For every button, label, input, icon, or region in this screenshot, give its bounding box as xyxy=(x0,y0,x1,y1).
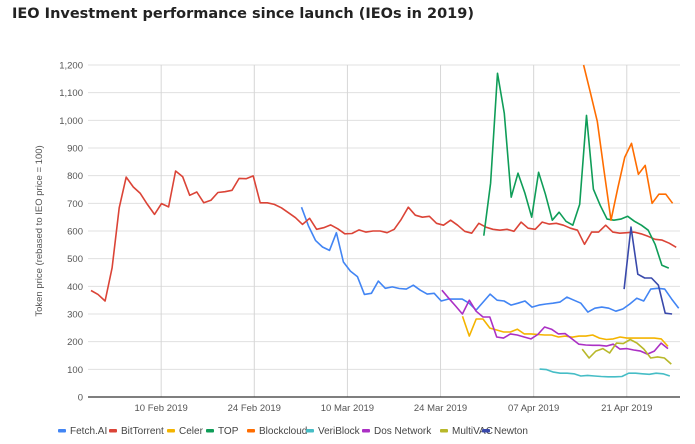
legend-label: BitTorrent xyxy=(121,426,164,437)
series-line-multivac xyxy=(581,338,672,365)
legend-swatch xyxy=(167,429,175,433)
series-line-blockcloud xyxy=(582,64,674,221)
x-tick-label: 10 Mar 2019 xyxy=(321,403,374,414)
gridlines xyxy=(88,64,680,397)
legend: Fetch.AI BitTorrent Celer TOP Blockcloud Veri… xyxy=(58,426,528,437)
x-tick-label: 07 Apr 2019 xyxy=(508,403,559,414)
legend-item[interactable]: Blockcloud xyxy=(247,426,307,437)
y-tick-label: 200 xyxy=(67,337,83,348)
legend-label: TOP xyxy=(218,426,239,437)
legend-item[interactable]: Dos Network xyxy=(362,426,432,437)
legend-item[interactable]: BitTorrent xyxy=(109,426,164,437)
series-line-bittorrent xyxy=(90,170,677,302)
series-line-newton xyxy=(623,226,673,315)
y-tick-label: 300 xyxy=(67,310,83,321)
chart-title: IEO Investment performance since launch … xyxy=(12,6,474,22)
legend-label: MultiVAC xyxy=(452,426,493,437)
y-tick-label: 1,000 xyxy=(59,116,83,127)
y-tick-label: 0 xyxy=(78,393,83,404)
y-axis-ticks: 0 100 200 300 400 500 600 700 800 900 1,000 1,100 1,… xyxy=(59,61,83,404)
legend-label: Newton xyxy=(494,426,528,437)
legend-swatch xyxy=(109,429,117,433)
y-axis-label: Token price (rebased to IEO price = 100) xyxy=(34,145,45,316)
legend-item[interactable]: Fetch.AI xyxy=(58,426,107,437)
x-tick-label: 10 Feb 2019 xyxy=(134,403,187,414)
legend-swatch xyxy=(362,429,370,433)
y-tick-label: 700 xyxy=(67,199,83,210)
series-line-fetch-ai xyxy=(300,206,680,313)
legend-swatch xyxy=(206,429,214,433)
y-tick-label: 100 xyxy=(67,365,83,376)
legend-item[interactable]: TOP xyxy=(206,426,239,437)
series-line-celer xyxy=(461,315,669,347)
legend-swatch xyxy=(306,429,314,433)
series-lines xyxy=(90,64,680,378)
x-tick-label: 21 Apr 2019 xyxy=(601,403,652,414)
legend-item[interactable]: MultiVAC xyxy=(440,426,493,437)
legend-swatch xyxy=(247,429,255,433)
y-tick-label: 400 xyxy=(67,282,83,293)
legend-label: Dos Network xyxy=(374,426,432,437)
y-tick-label: 600 xyxy=(67,227,83,238)
legend-swatch xyxy=(58,429,66,433)
legend-label: Fetch.AI xyxy=(70,426,107,437)
legend-swatch xyxy=(440,429,448,433)
legend-label: VeriBlock xyxy=(318,426,361,437)
legend-label: Blockcloud xyxy=(259,426,307,437)
series-line-dos-network xyxy=(441,289,669,355)
series-line-veriblock xyxy=(539,368,671,378)
y-tick-label: 500 xyxy=(67,254,83,265)
series-line-top xyxy=(483,72,670,269)
x-tick-label: 24 Mar 2019 xyxy=(414,403,467,414)
y-tick-label: 900 xyxy=(67,144,83,155)
x-axis-ticks: 10 Feb 2019 24 Feb 2019 10 Mar 2019 24 Mar … xyxy=(134,403,652,414)
y-tick-label: 1,200 xyxy=(59,61,83,72)
legend-item[interactable]: Newton xyxy=(482,426,528,437)
x-tick-label: 24 Feb 2019 xyxy=(228,403,281,414)
legend-item[interactable]: VeriBlock xyxy=(306,426,361,437)
legend-item[interactable]: Celer xyxy=(167,426,204,437)
y-tick-label: 1,100 xyxy=(59,88,83,99)
y-tick-label: 800 xyxy=(67,171,83,182)
legend-label: Celer xyxy=(179,426,204,437)
legend-swatch xyxy=(482,429,490,433)
